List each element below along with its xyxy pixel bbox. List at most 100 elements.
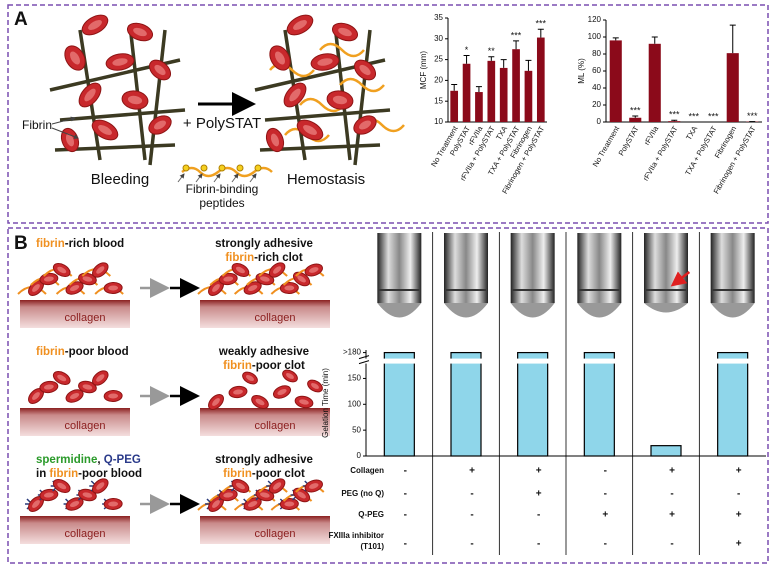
bar xyxy=(726,53,739,122)
error-bar xyxy=(612,37,619,41)
pointer xyxy=(177,173,185,183)
x-tick-label: No Treatment xyxy=(591,124,622,169)
condition-value: + xyxy=(602,510,608,521)
cell-center xyxy=(272,266,282,274)
cell-center xyxy=(272,482,282,490)
peptide xyxy=(182,164,190,172)
cell-center xyxy=(297,275,306,283)
bar xyxy=(450,90,459,122)
label-part: fibrin xyxy=(36,238,65,250)
error-bar xyxy=(500,59,507,68)
y-tick-label: 20 xyxy=(434,76,443,85)
significance: *** xyxy=(511,30,522,40)
cell-center xyxy=(108,501,119,507)
condition-value: - xyxy=(604,489,607,500)
cell-center xyxy=(43,492,54,498)
cell-center xyxy=(69,500,80,508)
condition-label: Q-PEG xyxy=(358,510,384,519)
cell-center xyxy=(133,27,147,37)
bar xyxy=(487,60,496,122)
significance: ** xyxy=(488,46,496,56)
axis-break xyxy=(360,358,370,364)
error-bar xyxy=(632,115,639,118)
bar xyxy=(512,49,520,123)
label-part: -poor blood xyxy=(65,346,129,358)
peptide-label: peptides xyxy=(199,196,244,210)
cell-center xyxy=(297,491,306,499)
condition-value: + xyxy=(536,489,542,500)
bar xyxy=(650,445,682,457)
cell-center xyxy=(212,284,220,292)
label-part: -rich clot xyxy=(254,252,303,264)
bar xyxy=(668,121,681,122)
y-axis-label: MCF (mm) xyxy=(419,51,428,90)
axis-break xyxy=(515,358,550,364)
significance: *** xyxy=(630,105,641,115)
red-arrow xyxy=(670,271,691,287)
error-bar xyxy=(525,59,532,71)
cell-center xyxy=(69,284,80,292)
cell-center xyxy=(43,276,54,282)
panel-label: B xyxy=(14,233,28,254)
peptide xyxy=(200,164,208,172)
clot-label: weakly adhesive xyxy=(218,346,309,358)
cell-center xyxy=(69,392,80,400)
significance: * xyxy=(465,45,469,55)
y-tick-label: >180 xyxy=(343,348,362,357)
cell-center xyxy=(299,399,309,405)
cell-center xyxy=(338,27,352,37)
cell-center xyxy=(98,125,112,135)
bar xyxy=(450,351,482,457)
condition-value: - xyxy=(604,466,607,477)
tube-bottom xyxy=(577,303,622,318)
arrow-label: + PolySTAT xyxy=(183,115,261,132)
y-tick-label: 150 xyxy=(348,374,362,383)
y-tick-label: 120 xyxy=(588,15,602,24)
pointer xyxy=(51,127,79,139)
cell-center xyxy=(359,64,371,76)
cell-center xyxy=(96,482,105,490)
axis-break xyxy=(382,358,417,364)
cell-center xyxy=(359,120,371,130)
cell-center xyxy=(255,398,265,406)
significance: *** xyxy=(688,111,699,121)
label-part: in xyxy=(36,468,49,480)
cell-center xyxy=(277,388,287,396)
label-part: , xyxy=(97,454,103,466)
label-part: fibrin xyxy=(36,346,65,358)
bar xyxy=(583,351,615,457)
bar xyxy=(648,43,661,122)
cell-center xyxy=(43,384,54,390)
cell-center xyxy=(284,285,295,291)
axis-break xyxy=(582,358,617,364)
label-part: -rich blood xyxy=(65,238,124,250)
substrate-label: collagen xyxy=(255,528,296,540)
significance: *** xyxy=(669,110,680,120)
pointer xyxy=(195,173,203,183)
cell-center xyxy=(57,482,67,490)
condition-value: - xyxy=(670,539,673,550)
y-axis-label: ML (%) xyxy=(577,58,586,84)
condition-value: - xyxy=(670,489,673,500)
bar xyxy=(517,351,549,457)
tube-bottom xyxy=(644,303,688,313)
polystat-link xyxy=(319,42,365,58)
y-tick-label: 35 xyxy=(434,13,443,22)
y-tick-label: 10 xyxy=(434,117,443,126)
bar xyxy=(499,67,508,122)
error-bar xyxy=(537,28,544,38)
y-tick-label: 30 xyxy=(434,34,443,43)
bar xyxy=(383,351,415,457)
tube-bottom xyxy=(710,303,755,318)
polystat-link xyxy=(299,97,345,113)
pointer xyxy=(231,173,239,183)
bar xyxy=(609,40,622,122)
significance: *** xyxy=(747,111,758,121)
condition-value: + xyxy=(736,539,742,550)
blood-label: fibrin-rich blood xyxy=(36,238,124,250)
substrate-label: collagen xyxy=(65,312,106,324)
pointer xyxy=(213,173,221,183)
substrate-label: collagen xyxy=(65,420,106,432)
fibrin-strand xyxy=(148,29,167,166)
cell-center xyxy=(293,20,307,30)
